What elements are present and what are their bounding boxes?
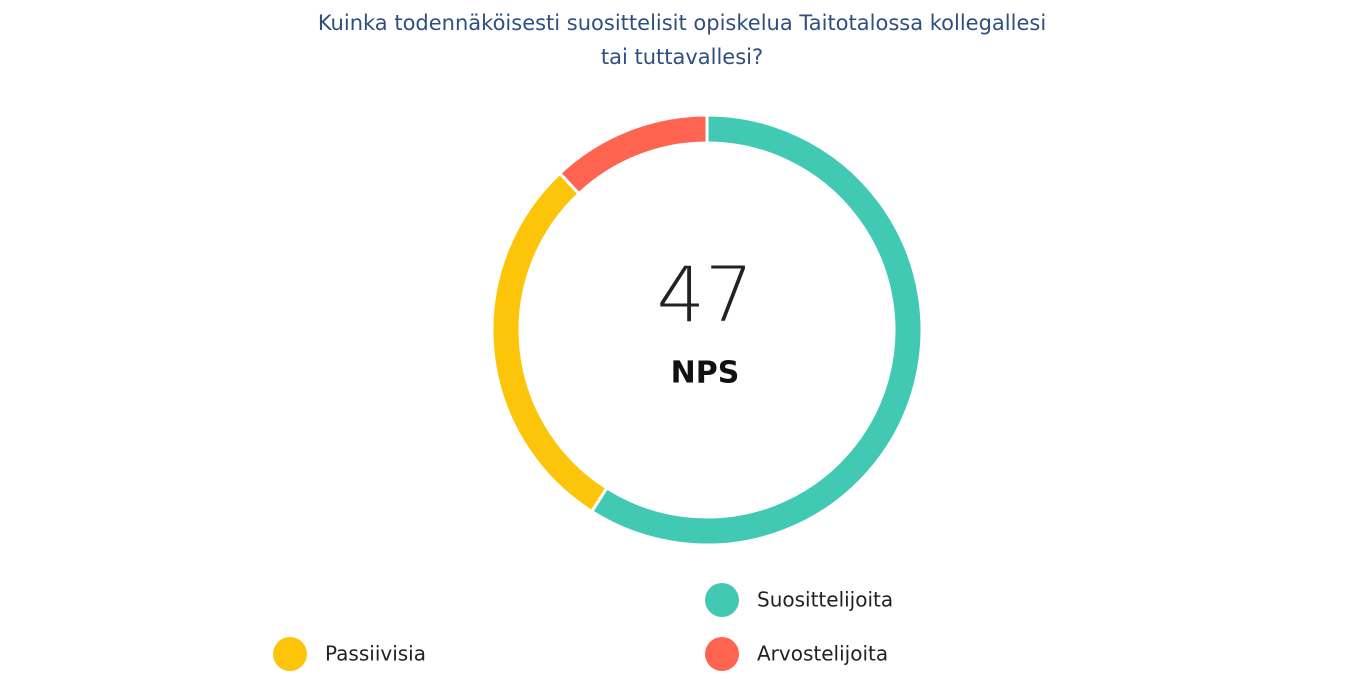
center-value: 47	[657, 250, 754, 339]
legend-label: Suosittelijoita	[757, 588, 893, 612]
center-label: NPS	[671, 356, 740, 391]
legend-swatch	[705, 637, 739, 671]
legend-swatch	[705, 583, 739, 617]
donut-segment	[589, 113, 924, 547]
donut-segment	[490, 171, 609, 514]
chart-title: Kuinka todennäköisesti suosittelisit opi…	[317, 11, 1047, 69]
donut-segment	[557, 113, 709, 196]
legend-label: Passiivisia	[325, 642, 426, 666]
legend-swatch	[273, 637, 307, 671]
legend-label: Arvostelijoita	[757, 642, 888, 666]
